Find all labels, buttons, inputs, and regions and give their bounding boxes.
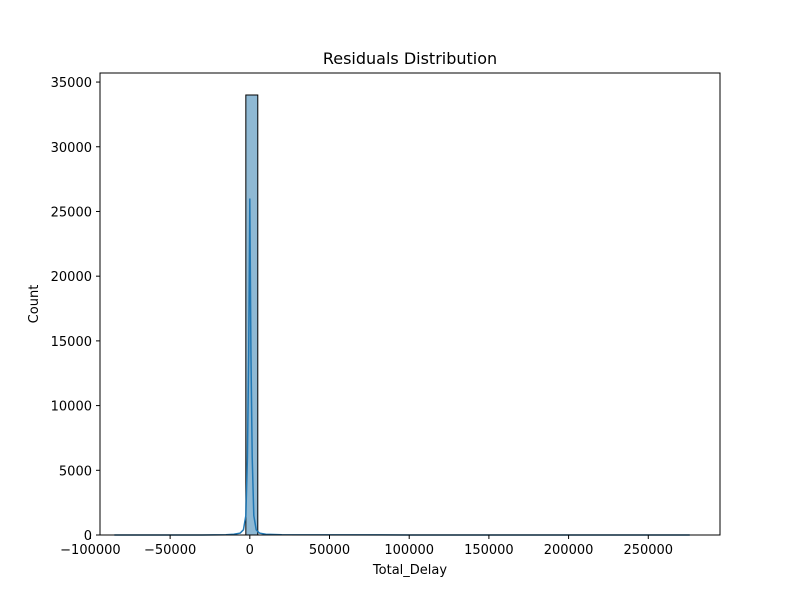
x-tick-label: 0 — [246, 543, 254, 558]
y-tick-label: 20000 — [51, 270, 92, 285]
x-tick-label: 50000 — [309, 543, 350, 558]
x-axis-label: Total_Delay — [372, 563, 447, 578]
chart-title: Residuals Distribution — [323, 49, 497, 68]
x-axis: −100000 −50000 0 50000 100000 150000 200000 250… — [60, 535, 673, 558]
y-axis-label: Count — [27, 285, 42, 324]
y-tick-label: 10000 — [51, 400, 92, 415]
x-tick-label: −100000 — [60, 543, 121, 558]
x-tick-label: −50000 — [144, 543, 196, 558]
y-axis: 0 5000 10000 15000 20000 25000 30000 35000 — [51, 76, 100, 544]
y-tick-label: 0 — [84, 529, 92, 544]
y-tick-label: 15000 — [51, 335, 92, 350]
x-tick-label: 150000 — [464, 543, 514, 558]
x-tick-label: 100000 — [384, 543, 434, 558]
x-tick-label: 200000 — [544, 543, 594, 558]
plot-frame — [99, 72, 721, 536]
plot-area — [114, 94, 690, 536]
y-tick-label: 35000 — [51, 76, 92, 91]
y-tick-label: 5000 — [59, 464, 92, 479]
x-tick-label: 250000 — [623, 543, 673, 558]
y-tick-label: 25000 — [51, 205, 92, 220]
y-tick-label: 30000 — [51, 141, 92, 156]
kde-line — [114, 198, 690, 536]
